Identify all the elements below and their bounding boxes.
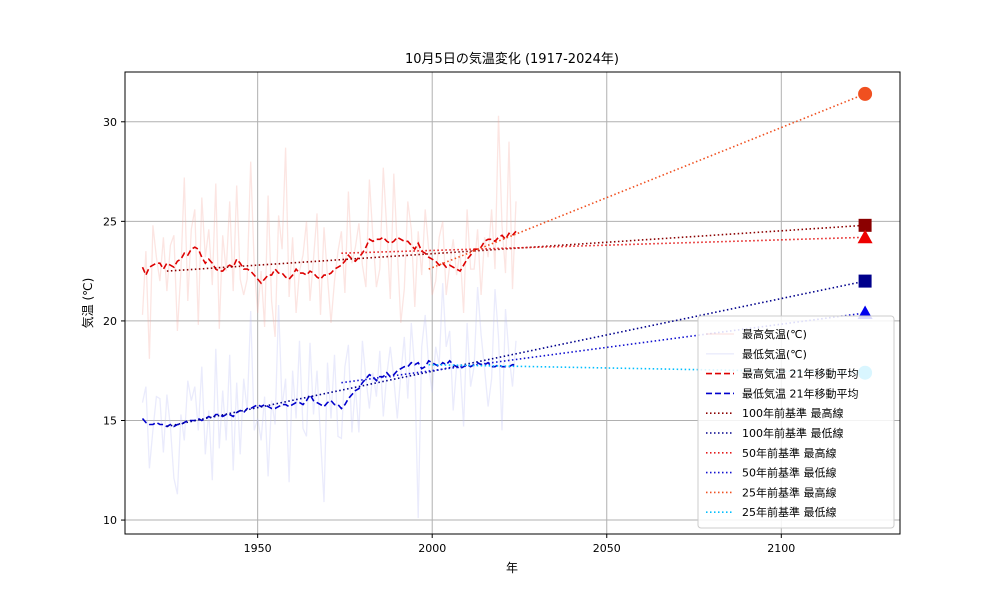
legend-label: 最高気温 21年移動平均 — [742, 367, 859, 381]
legend-label: 25年前基準 最低線 — [742, 505, 837, 519]
x-axis-label: 年 — [506, 561, 518, 575]
axis-ticks: 1950 2000 2050 2100 10 15 20 25 30 — [103, 116, 795, 555]
legend-label: 25年前基準 最高線 — [742, 485, 837, 499]
end-marker-square — [858, 218, 872, 232]
y-tick-label: 10 — [103, 514, 117, 527]
legend-label: 50年前基準 最低線 — [742, 466, 837, 480]
legend-label: 100年前基準 最高線 — [742, 406, 844, 420]
series-line-6 — [166, 280, 866, 428]
y-tick-label: 15 — [103, 414, 117, 427]
end-marker-circle — [858, 86, 873, 101]
series-line-7 — [341, 236, 866, 254]
legend-label: 最低気温(℃) — [742, 347, 807, 361]
series-line-5 — [166, 224, 866, 272]
legend-box — [697, 315, 895, 529]
legend-label: 100年前基準 最低線 — [742, 426, 844, 440]
end-marker-triangle — [857, 229, 873, 244]
series-line-1 — [141, 115, 517, 359]
series-line-10 — [428, 363, 866, 374]
chart-title: 10月5日の気温変化 (1917-2024年) — [405, 51, 619, 67]
y-tick-label: 30 — [103, 116, 117, 129]
legend-label: 最高気温(℃) — [742, 327, 807, 341]
plot-frame — [124, 71, 901, 535]
y-tick-label: 25 — [103, 215, 117, 228]
x-tick-label: 2000 — [418, 542, 446, 555]
legend-label: 50年前基準 最高線 — [742, 446, 837, 460]
end-marker-square — [858, 274, 872, 288]
series-layer — [141, 93, 866, 519]
x-tick-label: 2050 — [593, 542, 621, 555]
y-axis-label: 気温 (℃) — [80, 278, 95, 329]
legend-label: 最低気温 21年移動平均 — [742, 386, 859, 400]
x-tick-label: 1950 — [244, 542, 272, 555]
series-line-2 — [141, 283, 517, 519]
y-tick-label: 20 — [103, 315, 117, 328]
x-tick-label: 2100 — [767, 542, 795, 555]
series-line-3 — [141, 230, 517, 285]
